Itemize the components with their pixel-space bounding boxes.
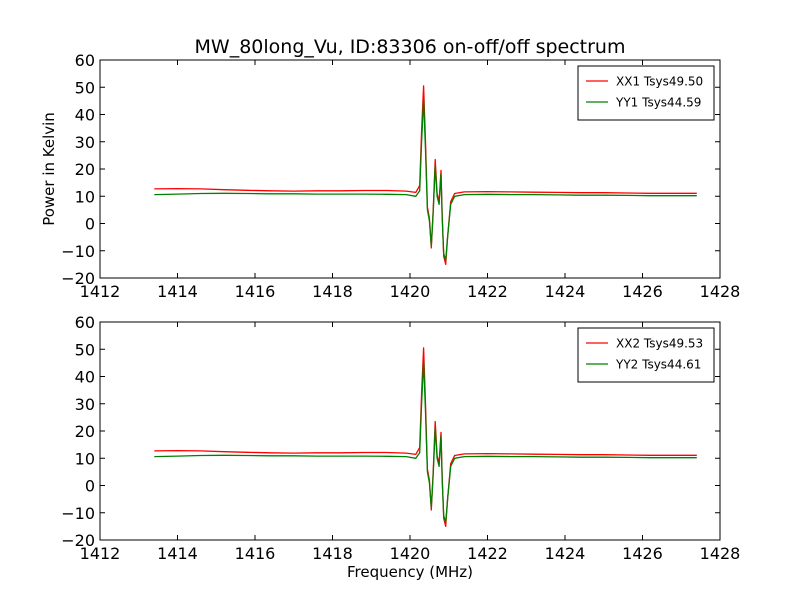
y-tick-label-2-4: 20 bbox=[75, 422, 95, 441]
x-tick-label-2-7: 1426 bbox=[622, 544, 663, 563]
y-tick-label-1-8: 60 bbox=[75, 51, 95, 70]
legend-label-1-1: XX1 Tsys49.50 bbox=[616, 75, 703, 89]
x-tick-label-1-8: 1428 bbox=[700, 282, 741, 301]
legend-label-2-2: YY2 Tsys44.61 bbox=[615, 358, 701, 372]
y-tick-label-1-3: 10 bbox=[75, 187, 95, 206]
x-tick-label-1-1: 1414 bbox=[157, 282, 198, 301]
x-tick-label-1-5: 1422 bbox=[467, 282, 508, 301]
subplot-2: 1412 1414 1416 1418 1420 1422 1424 1426 1428 −20 −… bbox=[61, 313, 740, 581]
y-tick-label-1-5: 30 bbox=[75, 133, 95, 152]
legend-label-2-1: XX2 Tsys49.53 bbox=[616, 337, 703, 351]
y-tick-label-2-1: −10 bbox=[61, 504, 95, 523]
y-tick-label-2-6: 40 bbox=[75, 368, 95, 387]
x-tick-label-2-3: 1418 bbox=[312, 544, 353, 563]
subplot-1: 1412 1414 1416 1418 1420 1422 1424 1426 1428 −20 −… bbox=[40, 51, 740, 301]
y-tick-label-2-0: −20 bbox=[61, 531, 95, 550]
x-tick-label-1-3: 1418 bbox=[312, 282, 353, 301]
y-tick-label-1-1: −10 bbox=[61, 242, 95, 261]
x-tick-label-2-2: 1416 bbox=[235, 544, 276, 563]
plots-group: 1412 1414 1416 1418 1420 1422 1424 1426 1428 −20 −… bbox=[40, 51, 740, 581]
legend-box-2 bbox=[577, 327, 715, 383]
x-axis-label-2: Frequency (MHz) bbox=[347, 563, 473, 581]
x-tick-label-2-6: 1424 bbox=[545, 544, 586, 563]
y-tick-label-1-6: 40 bbox=[75, 106, 95, 125]
x-tick-label-1-7: 1426 bbox=[622, 282, 663, 301]
x-tick-label-2-1: 1414 bbox=[157, 544, 198, 563]
x-tick-label-2-4: 1420 bbox=[390, 544, 431, 563]
series-line-1-2 bbox=[154, 98, 697, 261]
y-tick-label-2-8: 60 bbox=[75, 313, 95, 332]
x-tick-label-1-0: 1412 bbox=[80, 282, 121, 301]
y-tick-label-1-4: 20 bbox=[75, 160, 95, 179]
legend-label-1-2: YY1 Tsys44.59 bbox=[615, 96, 701, 110]
y-tick-label-2-5: 30 bbox=[75, 395, 95, 414]
y-tick-label-2-7: 50 bbox=[75, 340, 95, 359]
legend-1: XX1 Tsys49.50 YY1 Tsys44.59 bbox=[577, 65, 715, 121]
y-axis-label-1: Power in Kelvin bbox=[40, 112, 58, 226]
y-tick-label-2-3: 10 bbox=[75, 449, 95, 468]
x-tick-label-1-2: 1416 bbox=[235, 282, 276, 301]
legend-box-1 bbox=[577, 65, 715, 121]
x-tick-label-2-0: 1412 bbox=[80, 544, 121, 563]
y-tick-label-1-0: −20 bbox=[61, 269, 95, 288]
x-tick-label-1-6: 1424 bbox=[545, 282, 586, 301]
y-tick-label-1-2: 0 bbox=[85, 215, 95, 234]
y-tick-label-2-2: 0 bbox=[85, 477, 95, 496]
x-tick-label-1-4: 1420 bbox=[390, 282, 431, 301]
series-line-2-2 bbox=[154, 360, 697, 523]
y-tick-label-1-7: 50 bbox=[75, 78, 95, 97]
x-tick-label-2-5: 1422 bbox=[467, 544, 508, 563]
figure-title: MW_80long_Vu, ID:83306 on-off/off spectr… bbox=[195, 36, 626, 58]
x-tick-label-2-8: 1428 bbox=[700, 544, 741, 563]
legend-2: XX2 Tsys49.53 YY2 Tsys44.61 bbox=[577, 327, 715, 383]
